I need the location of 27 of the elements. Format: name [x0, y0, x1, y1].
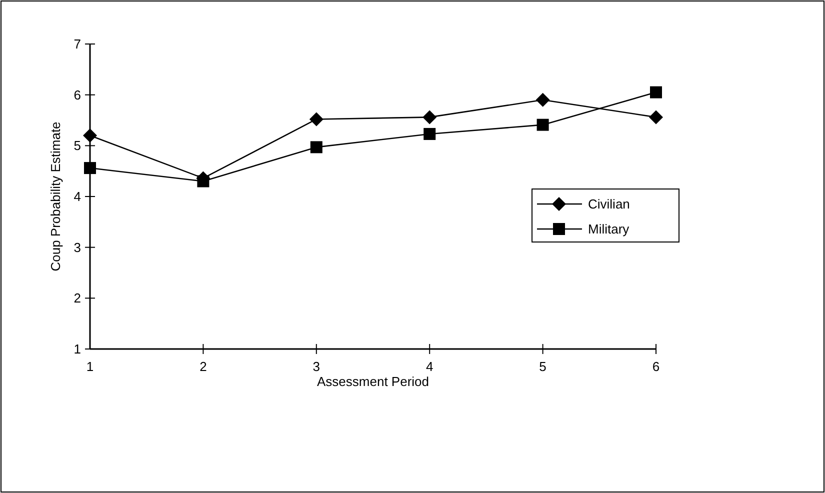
y-tick-label: 2 — [74, 290, 81, 306]
x-tick-label: 5 — [539, 359, 546, 374]
x-tick-label: 3 — [312, 359, 320, 374]
y-tick-label: 7 — [74, 36, 81, 52]
point — [536, 118, 549, 131]
legend-label: Civilian — [588, 196, 630, 212]
y-tick-label: 5 — [74, 138, 81, 154]
point — [422, 110, 437, 124]
y-axis-title: Coup Probability Estimate — [48, 122, 63, 272]
y-tick-label: 1 — [74, 342, 81, 357]
point — [309, 112, 324, 126]
legend-label: Military — [588, 222, 630, 237]
x-tick-label: 1 — [86, 359, 94, 374]
point — [536, 92, 550, 107]
x-axis-title: Assessment Period — [317, 374, 429, 389]
y-tick-label: 3 — [74, 240, 81, 255]
point — [310, 141, 322, 154]
x-tick-label: 6 — [652, 359, 660, 374]
point — [424, 128, 436, 140]
y-tick-label: 6 — [74, 87, 81, 102]
point — [650, 86, 662, 98]
point — [83, 128, 97, 142]
x-tick-label: 2 — [200, 359, 207, 374]
y-tick-label: 4 — [74, 189, 81, 204]
point — [649, 110, 663, 124]
x-tick-label: 4 — [426, 359, 434, 374]
point — [84, 162, 96, 174]
